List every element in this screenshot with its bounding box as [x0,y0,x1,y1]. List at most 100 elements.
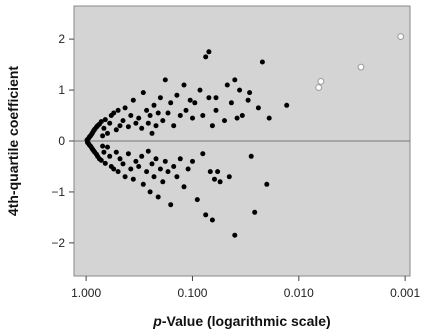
data-point [98,119,104,125]
data-point [206,49,212,55]
data-point [228,100,234,106]
data-point [224,82,230,88]
data-point [192,100,198,106]
data-point [125,124,131,130]
data-point [136,115,142,121]
data-point [237,87,243,93]
data-point [120,118,126,124]
data-point [140,90,146,96]
data-point [101,149,107,155]
open-data-point [317,78,325,85]
data-point [128,166,134,172]
open-data-point [315,84,323,91]
data-point [226,174,232,180]
y-tick-label: −2 [51,236,65,250]
data-point [247,90,253,96]
data-point [115,169,121,175]
data-point [162,77,168,83]
data-point [252,209,258,215]
y-tick-label: −1 [51,185,65,199]
y-tick-label: 1 [58,83,65,97]
data-point [185,166,191,172]
axes: −2 −1 0 1 2 1.000 0.100 0.010 0.001 [51,32,420,300]
data-point [100,143,106,149]
data-point [149,130,155,136]
data-point [206,95,212,101]
data-point [133,120,139,126]
data-point [183,107,189,113]
data-point [125,151,131,157]
data-point [174,174,180,180]
data-point [190,158,195,164]
data-point [105,130,110,136]
data-point [162,158,168,164]
data-point [264,181,270,187]
data-point [122,105,128,111]
data-point [107,153,113,159]
data-point [190,115,195,121]
data-point [157,95,163,101]
data-point [232,232,238,238]
data-point [144,107,150,113]
data-point [102,117,108,123]
data-point [107,120,113,126]
data-point [98,157,104,163]
data-point [239,113,245,118]
data-point [248,153,254,159]
y-tick-label: 2 [58,32,65,46]
data-point [113,149,119,155]
data-point [213,95,219,101]
data-point [139,125,145,131]
data-point [155,110,161,116]
data-point [168,100,174,106]
data-point [209,217,215,223]
x-tick-label: 0.010 [284,286,314,300]
data-point [245,97,251,103]
data-point [213,107,219,113]
x-tick-label: 1.000 [71,286,101,300]
data-point [100,133,106,139]
data-point [130,176,136,182]
data-point [168,202,174,208]
data-point [255,105,261,111]
data-point [155,194,161,200]
data-point [212,176,217,182]
data-point [177,156,183,162]
data-point [149,161,155,167]
data-point [187,97,193,103]
data-point [117,156,123,162]
data-point [117,123,123,129]
data-point [102,160,108,166]
data-point [259,59,265,65]
data-point [145,148,151,154]
data-point [200,113,206,118]
data-point [165,169,171,175]
open-data-point [357,63,365,71]
data-point [105,144,110,150]
data-point [171,164,177,169]
data-point [266,115,272,121]
data-point [136,164,142,169]
data-point [200,151,206,157]
data-point [157,166,163,172]
data-point [181,82,187,88]
data-point [133,158,139,164]
data-point [147,189,153,195]
x-axis-title-rest: -Value (logarithmic scale) [162,313,331,329]
x-tick-label: 0.001 [390,286,420,300]
data-point [147,113,153,118]
x-axis-title-italic: p [152,313,162,329]
data-points [84,33,405,238]
data-point [145,120,151,126]
open-data-point [397,33,405,40]
data-point [203,54,209,60]
data-point [151,102,157,108]
data-point [215,169,221,175]
data-point [160,118,166,124]
data-point [151,174,157,180]
data-point [160,179,166,185]
data-point [153,123,159,129]
data-point [197,87,203,93]
data-point [111,110,117,116]
data-point [113,127,119,133]
